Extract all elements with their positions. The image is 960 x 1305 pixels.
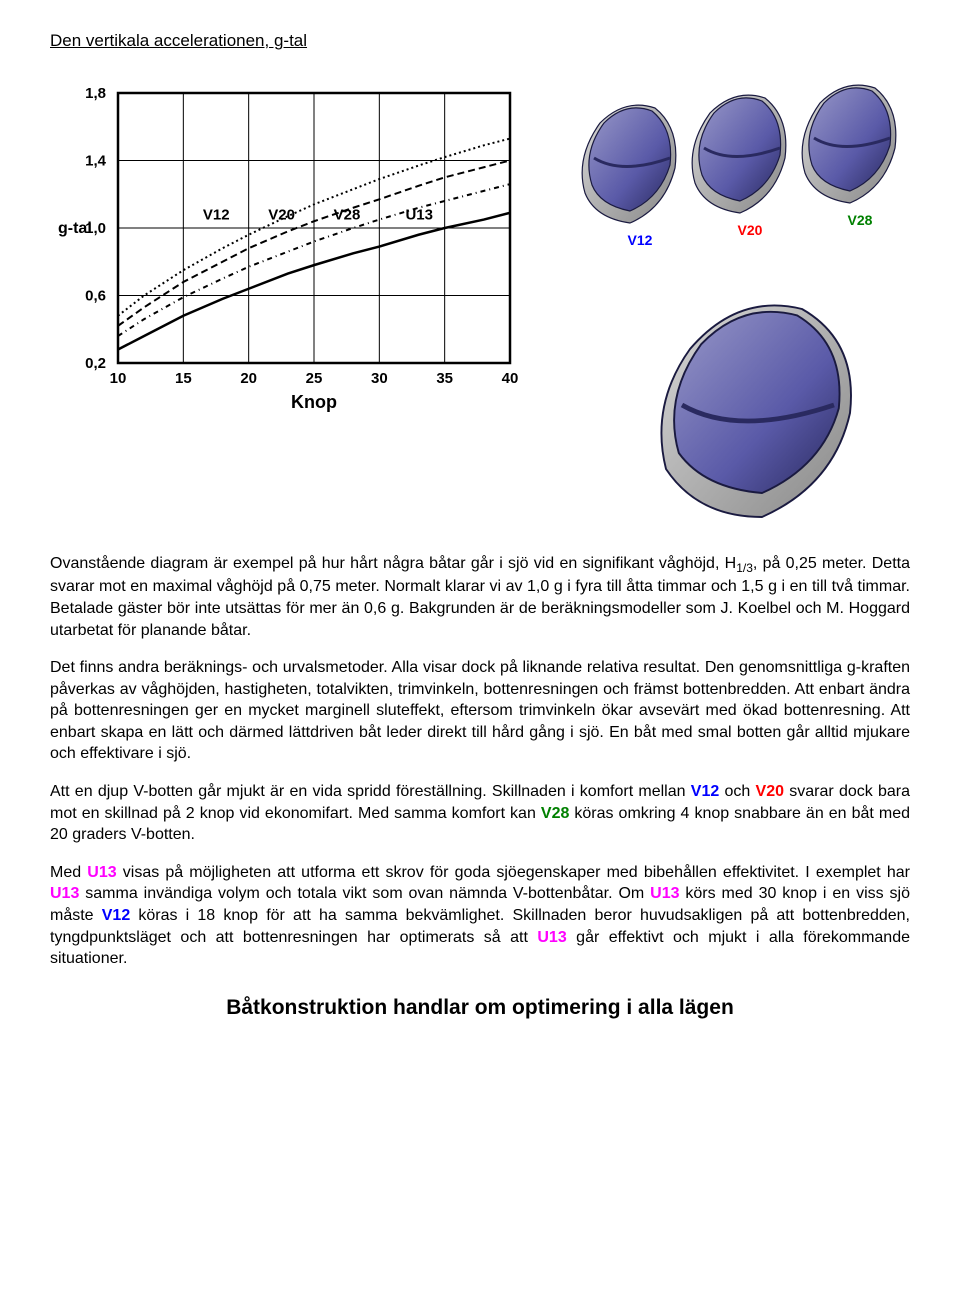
- p4-u13a: U13: [87, 864, 116, 881]
- p3-v28: V28: [541, 805, 569, 822]
- svg-text:35: 35: [436, 370, 453, 387]
- svg-text:20: 20: [240, 370, 257, 387]
- p3-b: och: [719, 783, 755, 800]
- p3-a: Att en djup V-botten går mjukt är en vid…: [50, 783, 691, 800]
- p4-a: Med: [50, 864, 87, 881]
- svg-text:1,8: 1,8: [85, 85, 106, 102]
- p4-v12: V12: [102, 907, 130, 924]
- p4-u13d: U13: [537, 929, 566, 946]
- hulls-svg: V12V20V28U13: [570, 83, 950, 523]
- footer-heading: Båtkonstruktion handlar om optimering i …: [50, 994, 910, 1022]
- svg-text:25: 25: [306, 370, 323, 387]
- svg-text:40: 40: [502, 370, 519, 387]
- hulls-illustration: V12V20V28U13: [570, 83, 950, 523]
- svg-text:g-tal: g-tal: [58, 220, 92, 237]
- svg-text:0,6: 0,6: [85, 287, 106, 304]
- p4-b: visas på möjligheten att utforma ett skr…: [117, 864, 910, 881]
- p4-u13b: U13: [50, 885, 79, 902]
- page-title: Den vertikala accelerationen, g-tal: [50, 30, 910, 53]
- svg-text:0,2: 0,2: [85, 355, 106, 372]
- p4-u13c: U13: [650, 885, 679, 902]
- svg-text:15: 15: [175, 370, 192, 387]
- svg-text:V28: V28: [334, 207, 361, 224]
- svg-text:V28: V28: [848, 212, 873, 228]
- paragraph-3: Att en djup V-botten går mjukt är en vid…: [50, 781, 910, 846]
- p3-v20: V20: [756, 783, 784, 800]
- svg-text:30: 30: [371, 370, 388, 387]
- p3-v12: V12: [691, 783, 719, 800]
- svg-text:V20: V20: [738, 222, 763, 238]
- svg-text:V12: V12: [203, 207, 230, 224]
- p1-sub: 1/3: [736, 561, 753, 575]
- svg-text:10: 10: [110, 370, 127, 387]
- svg-text:V20: V20: [268, 207, 295, 224]
- svg-text:V12: V12: [628, 232, 653, 248]
- paragraph-2: Det finns andra beräknings- och urvalsme…: [50, 657, 910, 765]
- svg-text:U13: U13: [405, 207, 433, 224]
- paragraph-4: Med U13 visas på möjligheten att utforma…: [50, 862, 910, 970]
- figure-row: 101520253035400,20,61,01,41,8Knopg-talV1…: [50, 83, 910, 523]
- p1-text-a: Ovanstående diagram är exempel på hur hå…: [50, 555, 736, 572]
- svg-text:1,4: 1,4: [85, 152, 107, 169]
- chart-svg: 101520253035400,20,61,01,41,8Knopg-talV1…: [50, 83, 550, 423]
- svg-text:Knop: Knop: [291, 392, 337, 412]
- paragraph-1: Ovanstående diagram är exempel på hur hå…: [50, 553, 910, 641]
- gtal-chart: 101520253035400,20,61,01,41,8Knopg-talV1…: [50, 83, 550, 523]
- p4-c: samma invändiga volym och totala vikt so…: [79, 885, 650, 902]
